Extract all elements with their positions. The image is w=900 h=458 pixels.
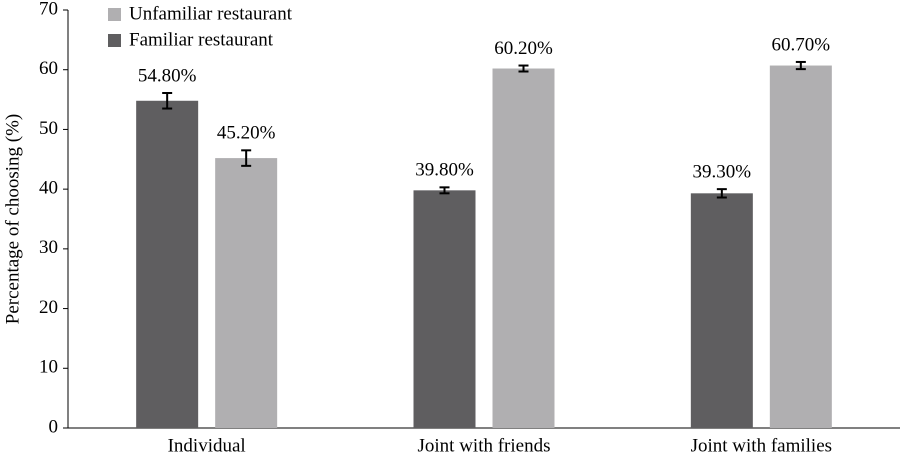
bar <box>690 193 753 428</box>
y-tick-label: 20 <box>39 297 58 318</box>
error-bar <box>518 64 529 73</box>
bar <box>769 65 832 428</box>
error-bar <box>162 92 173 110</box>
y-tick-label: 60 <box>39 58 58 79</box>
value-label: 45.20% <box>217 123 276 144</box>
value-label: 60.70% <box>772 34 831 55</box>
legend-swatch <box>108 34 121 47</box>
error-bar <box>795 60 806 71</box>
value-label: 39.30% <box>693 162 752 183</box>
x-tick-label: Joint with families <box>691 435 832 456</box>
legend-label: Familiar restaurant <box>129 29 274 50</box>
error-bar <box>439 186 450 195</box>
bar <box>136 100 199 428</box>
y-tick-label: 0 <box>49 416 59 437</box>
value-label: 60.20% <box>494 38 553 59</box>
bar <box>413 190 476 428</box>
bar <box>215 158 278 428</box>
y-tick-label: 40 <box>39 178 58 199</box>
error-bar <box>716 188 727 199</box>
bar <box>492 68 555 429</box>
legend-label: Unfamiliar restaurant <box>129 3 293 24</box>
y-tick-label: 30 <box>39 237 58 258</box>
x-tick-label: Individual <box>168 435 246 456</box>
error-bar <box>241 149 252 167</box>
y-axis-label: Percentage of choosing (%) <box>2 114 23 325</box>
value-label: 39.80% <box>415 160 474 181</box>
y-tick-label: 70 <box>39 0 58 19</box>
legend-swatch <box>108 8 121 21</box>
y-tick-label: 10 <box>39 357 58 378</box>
y-tick-label: 50 <box>39 118 58 139</box>
value-label: 54.80% <box>138 65 197 86</box>
x-tick-label: Joint with friends <box>418 435 551 456</box>
